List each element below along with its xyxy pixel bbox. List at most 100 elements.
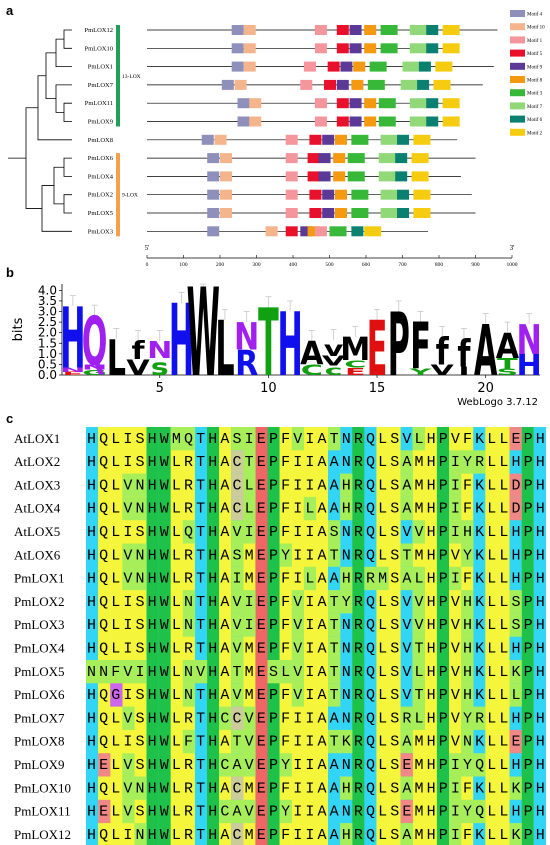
motif-box [380,208,398,218]
tree-branch [53,166,64,205]
motif-box [303,61,316,72]
motif-box [336,98,349,109]
motif-box [327,61,340,72]
variant-cell [461,636,474,660]
sequence-name: PmLOX6 [14,687,65,702]
panel-c-alignment: c AtLOX1 HQLISHWMQTHASIEPFVIATNRQLSVLHPVF… [6,411,546,845]
motif-box [413,208,431,218]
motif-box [314,98,327,109]
motif-box [309,208,322,218]
motif-legend: Motif 4 Motif 10 Motif 1 Motif 5 Motif 9 Moti… [510,10,545,136]
variant-cell [291,613,304,637]
tree-branch [45,52,56,100]
alignment-column [473,427,486,845]
motif-box [314,43,327,54]
variant-cell [231,660,244,684]
y-axis-label: bits [11,317,26,341]
motif-box [285,226,298,237]
legend-swatch [510,89,525,97]
logo-letter: f [457,332,471,376]
motif-box [353,61,366,72]
sequence-name: PmLOX12 [14,827,71,842]
variant-cell [122,706,135,730]
legend-swatch [510,36,525,44]
motif-box [340,61,353,72]
variant-cell [291,590,304,614]
motif-box [349,116,362,127]
motif-box [201,134,214,145]
motif-box [207,189,220,200]
motif-box [380,43,398,54]
motif-box [380,25,398,35]
alignment-column [352,427,365,845]
sequence-name: PmLOX3 [14,617,65,632]
variant-cell [231,520,244,544]
motif-box [214,134,227,145]
motif-box [207,226,220,237]
logo-letter: I [458,365,469,378]
variant-cell [509,729,522,754]
variant-cell [182,520,196,544]
variant-cell [243,496,256,521]
variant-cell [291,683,304,707]
variant-cell [243,706,256,730]
variant-cell [182,590,196,614]
legend-swatch [510,115,525,123]
variant-cell [86,660,99,684]
variant-cell [461,450,474,474]
variant-cell [122,496,135,521]
motif-box [418,61,431,72]
variant-cell [340,823,353,845]
variant-cell [98,799,111,824]
variant-cell [449,496,462,521]
x-tick-label: 20 [477,381,494,396]
axis-tick-label: 900 [471,262,480,268]
variant-cell [449,473,462,497]
variant-cell [231,427,244,451]
variant-cell [509,496,522,521]
variant-cell [231,613,244,637]
variant-cell [400,543,413,567]
variant-cell [509,660,522,684]
variant-cell [461,683,474,707]
variant-cell [231,590,244,614]
variant-cell [134,496,147,521]
motif-box [411,153,429,164]
variant-cell [412,706,425,730]
sequence-name: AtLOX3 [14,477,60,492]
motif-box [243,25,256,35]
sequence-name: AtLOX6 [14,547,61,562]
motif-box [249,98,262,109]
logo-letter: f [436,330,450,374]
variant-cell [182,683,196,707]
sequence-name: PmLOX9 [14,757,65,772]
variant-cell [449,566,462,591]
cysteine-cell [231,823,244,845]
variant-cell [449,823,462,845]
y-tick-label: 4.0 [38,283,57,297]
motif-box [221,79,234,90]
variant-cell [328,683,341,707]
cysteine-cell [231,473,244,497]
tree-branch [63,157,72,177]
motif-box [364,226,382,237]
three-prime-label: 3' [510,244,515,252]
motif-box [409,116,427,127]
variant-cell [279,543,292,567]
variant-cell [219,706,232,730]
alignment-column [207,427,220,845]
variant-cell [461,543,474,567]
panel-b-sequence-logo: b 0.00.51.01.52.02.53.03.54.0 bits 5 10 15 20… [6,262,542,408]
motif-box [378,116,396,127]
motif-box [329,226,347,237]
variant-cell [461,729,474,754]
variant-cell [509,776,522,800]
motif-box [243,61,256,72]
motif-box [409,43,427,54]
x-tick-label: 10 [260,381,277,396]
motif-box [367,79,385,90]
motif-box [334,208,347,218]
motif-box [426,116,439,127]
variant-cell [243,450,256,474]
